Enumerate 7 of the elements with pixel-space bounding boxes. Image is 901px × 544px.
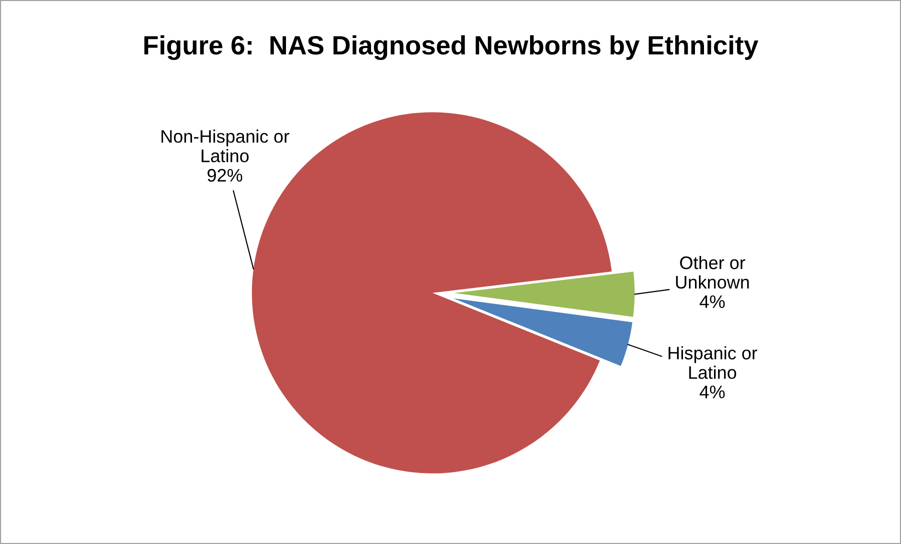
chart-title: Figure 6: NAS Diagnosed Newborns by Ethnicity bbox=[144, 35, 758, 60]
data-label: 92% bbox=[208, 168, 242, 182]
slice-label: Non-Hispanic or Latino bbox=[162, 130, 290, 162]
slice-label: Other or Unknown bbox=[676, 256, 749, 289]
slice-label: Hispanic or Latino bbox=[668, 346, 758, 379]
data-label: 4% bbox=[700, 295, 725, 308]
data-label: 4% bbox=[700, 386, 725, 398]
